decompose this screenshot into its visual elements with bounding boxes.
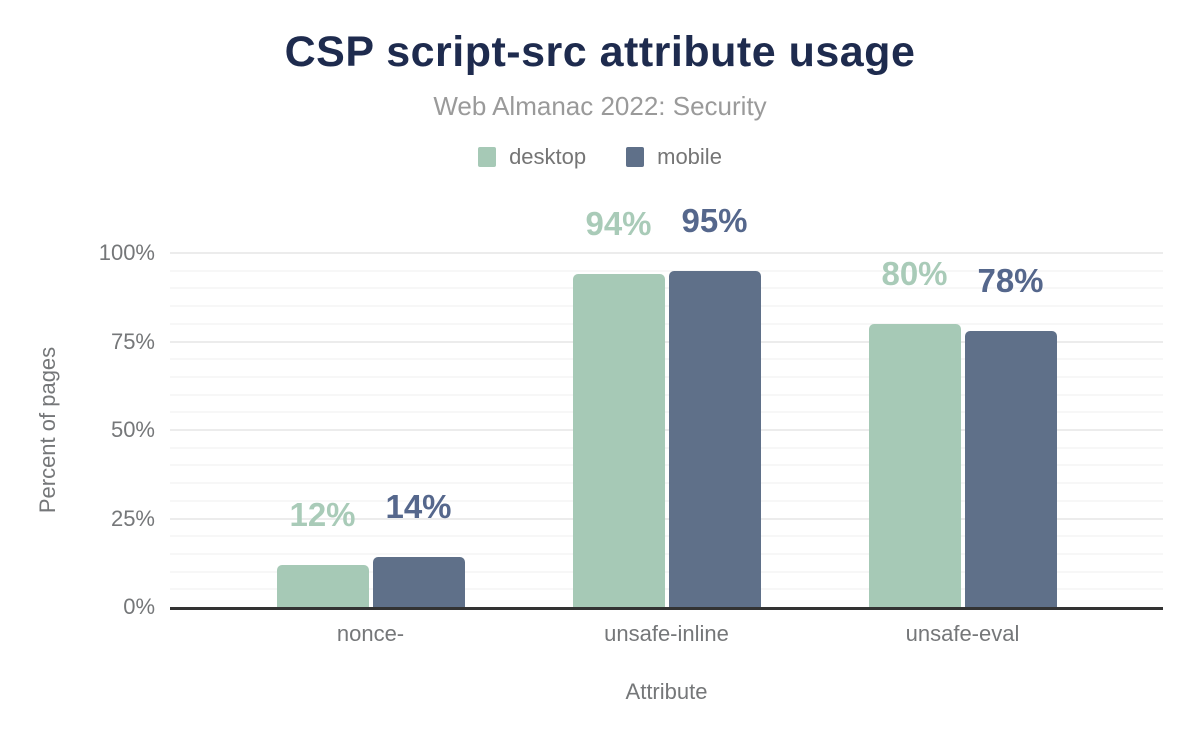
gridline-50 xyxy=(170,429,1163,431)
mobile-swatch-icon xyxy=(626,147,645,167)
legend-label-mobile: mobile xyxy=(657,144,722,169)
x-axis-title: Attribute xyxy=(625,679,708,704)
gridline-80 xyxy=(170,322,1163,325)
legend-item-mobile: mobile xyxy=(626,144,722,170)
bar-label-desktop-nonce-: 12% xyxy=(289,495,356,533)
bar-desktop-unsafe-inline[interactable] xyxy=(572,274,665,607)
gridline-75 xyxy=(170,340,1163,343)
gridline-100 xyxy=(170,252,1163,254)
gridline-45 xyxy=(170,446,1163,449)
y-tick-0%: 0% xyxy=(123,594,155,619)
gridline-90 xyxy=(170,287,1163,290)
y-tick-100%: 100% xyxy=(98,240,155,265)
gridline-40 xyxy=(170,464,1163,467)
bar-label-desktop-unsafe-eval: 80% xyxy=(881,254,948,292)
bar-mobile-unsafe-eval[interactable] xyxy=(964,330,1057,607)
bar-mobile-unsafe-inline[interactable] xyxy=(668,270,761,607)
y-tick-25%: 25% xyxy=(110,505,155,531)
gridline-5 xyxy=(170,588,1163,591)
gridline-35 xyxy=(170,482,1163,485)
x-tick-unsafe-inline: unsafe-inline xyxy=(604,621,729,646)
x-tick-unsafe-eval: unsafe-eval xyxy=(905,621,1020,646)
legend-item-desktop: desktop xyxy=(478,144,586,170)
bar-mobile-nonce-[interactable] xyxy=(372,557,465,607)
legend-label-desktop: desktop xyxy=(509,144,587,169)
gridline-15 xyxy=(170,552,1163,555)
gridline-30 xyxy=(170,499,1163,502)
gridline-25 xyxy=(170,517,1163,520)
bar-label-mobile-nonce-: 14% xyxy=(385,488,452,526)
bar-desktop-unsafe-eval[interactable] xyxy=(868,323,961,607)
bar-label-mobile-unsafe-eval: 78% xyxy=(977,261,1044,299)
desktop-swatch-icon xyxy=(478,147,497,167)
gridline-95 xyxy=(170,269,1163,272)
bar-desktop-nonce-[interactable] xyxy=(276,564,369,607)
chart-title: CSP script-src attribute usage xyxy=(284,28,916,76)
gridline-60 xyxy=(170,393,1163,396)
y-tick-50%: 50% xyxy=(110,417,155,442)
bar-label-desktop-unsafe-inline: 94% xyxy=(585,205,652,243)
gridline-70 xyxy=(170,358,1163,361)
chart-subtitle: Web Almanac 2022: Security xyxy=(433,91,767,121)
bar-label-mobile-unsafe-inline: 95% xyxy=(681,201,748,239)
x-tick-nonce-: nonce- xyxy=(336,621,405,646)
chart-legend: desktop mobile xyxy=(0,144,1200,170)
gridline-65 xyxy=(170,375,1163,378)
gridline-20 xyxy=(170,535,1163,538)
gridline-55 xyxy=(170,411,1163,414)
gridline-85 xyxy=(170,305,1163,308)
plot-area: 12% 14% 94% 95% 80% 78% xyxy=(170,204,1163,610)
y-tick-75%: 75% xyxy=(110,328,155,354)
gridline-10 xyxy=(170,570,1163,573)
